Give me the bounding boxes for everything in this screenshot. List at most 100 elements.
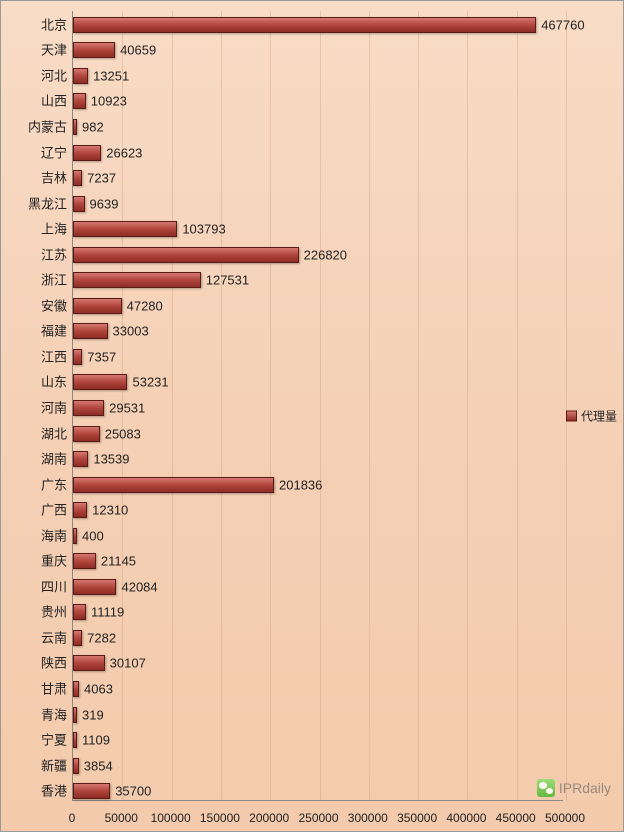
bar-row: 21145 <box>73 553 566 567</box>
bar-value-label: 3854 <box>84 758 113 773</box>
bar-row: 103793 <box>73 221 566 235</box>
category-label: 青海 <box>41 704 67 723</box>
x-tick-label: 150000 <box>200 811 240 825</box>
bar-row: 12310 <box>73 502 566 516</box>
category-label: 河北 <box>41 65 67 84</box>
bar-value-label: 11119 <box>91 605 124 620</box>
bar-row: 35700 <box>73 783 566 797</box>
bar: 400 <box>73 528 77 544</box>
bar-value-label: 29531 <box>109 401 145 416</box>
bar: 26623 <box>73 145 101 161</box>
bar-value-label: 7357 <box>87 349 116 364</box>
bar-row: 319 <box>73 707 566 721</box>
bar-row: 30107 <box>73 655 566 669</box>
x-tick-label: 200000 <box>249 811 289 825</box>
bar-value-label: 982 <box>82 119 104 134</box>
bar-row: 47280 <box>73 298 566 312</box>
bar-row: 33003 <box>73 323 566 337</box>
bar-value-label: 7237 <box>87 171 116 186</box>
bar: 467760 <box>73 17 536 33</box>
bar-value-label: 7282 <box>87 630 116 645</box>
watermark: IPRdaily <box>537 779 611 797</box>
bar-value-label: 319 <box>82 707 104 722</box>
bar-row: 25083 <box>73 426 566 440</box>
bar: 4063 <box>73 681 79 697</box>
category-label: 内蒙古 <box>28 116 67 135</box>
category-label: 广西 <box>41 500 67 519</box>
bar-value-label: 201836 <box>279 477 322 492</box>
bar-value-label: 4063 <box>84 682 113 697</box>
bar: 982 <box>73 119 77 135</box>
category-label: 宁夏 <box>41 730 67 749</box>
category-label: 广东 <box>41 474 67 493</box>
bar-value-label: 33003 <box>113 324 149 339</box>
category-label: 吉林 <box>41 168 67 187</box>
bar-value-label: 40659 <box>120 43 156 58</box>
category-label: 山西 <box>41 91 67 110</box>
category-label: 黑龙江 <box>28 193 67 212</box>
bar-row: 226820 <box>73 247 566 261</box>
bar: 7282 <box>73 630 82 646</box>
bar-row: 127531 <box>73 272 566 286</box>
bar-value-label: 9639 <box>90 196 119 211</box>
bar: 47280 <box>73 298 122 314</box>
bar: 7237 <box>73 170 82 186</box>
bar: 10923 <box>73 93 86 109</box>
bar-value-label: 13251 <box>93 68 129 83</box>
bar-row: 53231 <box>73 374 566 388</box>
bar: 226820 <box>73 247 299 263</box>
bar: 3854 <box>73 758 79 774</box>
bar-row: 7237 <box>73 170 566 184</box>
x-tick-label: 450000 <box>496 811 536 825</box>
bar: 53231 <box>73 374 127 390</box>
bar-row: 467760 <box>73 17 566 31</box>
bar: 319 <box>73 707 77 723</box>
bar-value-label: 127531 <box>206 273 249 288</box>
legend: 代理量 <box>566 408 617 425</box>
bar-value-label: 30107 <box>110 656 146 671</box>
bar: 13539 <box>73 451 88 467</box>
bar-value-label: 400 <box>82 528 104 543</box>
bar-value-label: 25083 <box>105 426 141 441</box>
bar: 40659 <box>73 42 115 58</box>
bar: 12310 <box>73 502 87 518</box>
category-label: 陕西 <box>41 653 67 672</box>
bar-row: 982 <box>73 119 566 133</box>
bar-row: 7357 <box>73 349 566 363</box>
bar-row: 7282 <box>73 630 566 644</box>
category-label: 福建 <box>41 321 67 340</box>
bar: 35700 <box>73 783 110 799</box>
bar: 25083 <box>73 426 100 442</box>
category-label: 湖北 <box>41 423 67 442</box>
x-tick-label: 500000 <box>545 811 585 825</box>
bar-value-label: 467760 <box>541 17 584 32</box>
category-label: 重庆 <box>41 551 67 570</box>
bar-row: 13251 <box>73 68 566 82</box>
plot-area: 4677604065913251109239822662372379639103… <box>72 11 563 801</box>
bar: 13251 <box>73 68 88 84</box>
bar-row: 1109 <box>73 732 566 746</box>
x-tick-label: 300000 <box>348 811 388 825</box>
category-label: 安徽 <box>41 295 67 314</box>
bar-row: 3854 <box>73 758 566 772</box>
gridline <box>566 11 567 800</box>
bar: 21145 <box>73 553 96 569</box>
bar-row: 13539 <box>73 451 566 465</box>
bar-row: 201836 <box>73 477 566 491</box>
category-label: 上海 <box>41 219 67 238</box>
bar: 30107 <box>73 655 105 671</box>
bar-value-label: 103793 <box>182 222 225 237</box>
category-label: 河南 <box>41 398 67 417</box>
bar-row: 29531 <box>73 400 566 414</box>
bar-value-label: 1109 <box>82 733 110 748</box>
bar-value-label: 10923 <box>91 94 127 109</box>
category-label: 北京 <box>41 14 67 33</box>
wechat-icon <box>537 779 555 797</box>
bar-row: 26623 <box>73 145 566 159</box>
bar: 9639 <box>73 196 85 212</box>
legend-label: 代理量 <box>581 408 617 425</box>
bar-value-label: 53231 <box>132 375 168 390</box>
x-tick-label: 0 <box>69 811 76 825</box>
bar: 201836 <box>73 477 274 493</box>
bar: 1109 <box>73 732 77 748</box>
